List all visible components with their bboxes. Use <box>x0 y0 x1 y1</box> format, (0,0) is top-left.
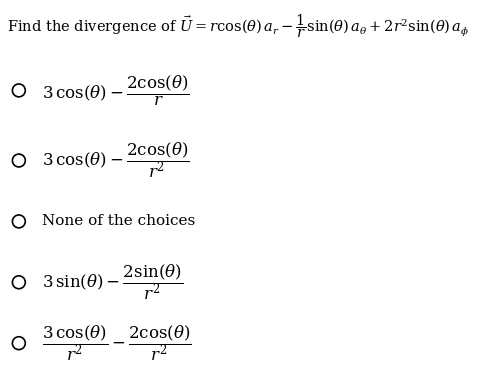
Text: $\dfrac{3\,\cos\!\left(\theta\right)}{r^2} - \dfrac{2\cos\!\left(\theta\right)}{: $\dfrac{3\,\cos\!\left(\theta\right)}{r^… <box>42 323 192 363</box>
Text: $3\,\cos\!\left(\theta\right) - \dfrac{2\cos\!\left(\theta\right)}{r}$: $3\,\cos\!\left(\theta\right) - \dfrac{2… <box>42 73 190 107</box>
Text: $3\,\sin\!\left(\theta\right) - \dfrac{2\sin\!\left(\theta\right)}{r^2}$: $3\,\sin\!\left(\theta\right) - \dfrac{2… <box>42 262 183 302</box>
Text: Find the divergence of $\vec{U}=r\cos(\theta)\,a_r - \dfrac{1}{r}\sin(\theta)\,a: Find the divergence of $\vec{U}=r\cos(\t… <box>7 13 470 41</box>
Text: None of the choices: None of the choices <box>42 214 195 228</box>
Text: $3\,\cos\!\left(\theta\right) - \dfrac{2\cos\!\left(\theta\right)}{r^2}$: $3\,\cos\!\left(\theta\right) - \dfrac{2… <box>42 141 190 180</box>
